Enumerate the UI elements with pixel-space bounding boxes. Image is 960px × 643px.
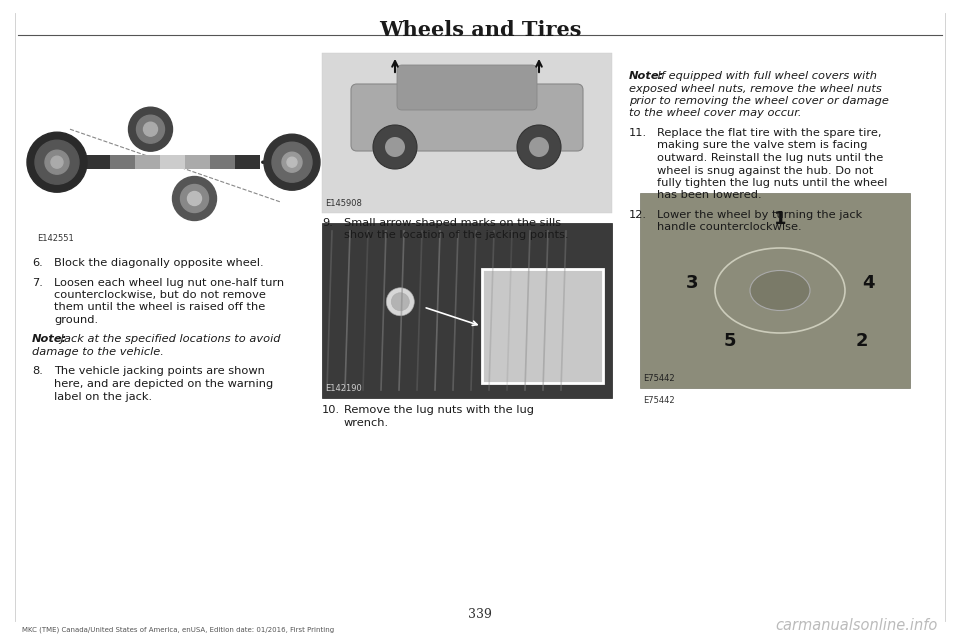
Text: handle counterclockwise.: handle counterclockwise. [657, 222, 802, 233]
Text: here, and are depicted on the warning: here, and are depicted on the warning [54, 379, 274, 389]
Text: Loosen each wheel lug nut one-half turn: Loosen each wheel lug nut one-half turn [54, 278, 284, 287]
Circle shape [517, 125, 561, 169]
Bar [322, 53, 612, 213]
Text: Wheels and Tires: Wheels and Tires [379, 20, 581, 40]
Text: 5: 5 [724, 332, 736, 350]
Text: them until the wheel is raised off the: them until the wheel is raised off the [54, 302, 265, 312]
Text: to the wheel cover may occur.: to the wheel cover may occur. [629, 109, 802, 118]
Text: carmanualsonline.info: carmanualsonline.info [776, 618, 938, 633]
Text: Replace the flat tire with the spare tire,: Replace the flat tire with the spare tir… [657, 128, 881, 138]
Text: 7.: 7. [32, 278, 43, 287]
Text: exposed wheel nuts, remove the wheel nuts: exposed wheel nuts, remove the wheel nut… [629, 84, 881, 93]
Text: label on the jack.: label on the jack. [54, 392, 152, 401]
Text: 12.: 12. [629, 210, 647, 220]
Text: E75442: E75442 [643, 396, 675, 405]
Text: 2: 2 [855, 332, 868, 350]
Circle shape [187, 192, 202, 206]
Circle shape [35, 140, 79, 184]
Circle shape [45, 150, 69, 174]
Text: Block the diagonally opposite wheel.: Block the diagonally opposite wheel. [54, 258, 264, 268]
Bar [640, 193, 910, 388]
Circle shape [180, 185, 208, 212]
Text: prior to removing the wheel cover or damage: prior to removing the wheel cover or dam… [629, 96, 889, 106]
Text: E145908: E145908 [325, 199, 362, 208]
Text: E142551: E142551 [37, 234, 74, 243]
Text: damage to the vehicle.: damage to the vehicle. [32, 347, 164, 357]
Text: If equipped with full wheel covers with: If equipped with full wheel covers with [655, 71, 877, 81]
Circle shape [51, 156, 63, 168]
Bar [160, 155, 185, 169]
Circle shape [173, 176, 217, 221]
Circle shape [129, 107, 173, 151]
Circle shape [27, 132, 87, 192]
Text: 8.: 8. [32, 367, 43, 377]
Text: fully tighten the lug nuts until the wheel: fully tighten the lug nuts until the whe… [657, 178, 887, 188]
Ellipse shape [750, 271, 810, 311]
Text: 9.: 9. [322, 218, 333, 228]
Text: 1: 1 [774, 210, 786, 228]
Text: E142190: E142190 [325, 384, 362, 393]
Bar [185, 155, 210, 169]
FancyBboxPatch shape [397, 65, 537, 110]
Bar [110, 155, 135, 169]
Bar [85, 155, 110, 169]
Text: 6.: 6. [32, 258, 43, 268]
Text: wheel is snug against the hub. Do not: wheel is snug against the hub. Do not [657, 165, 874, 176]
Text: 11.: 11. [629, 128, 647, 138]
Circle shape [373, 125, 417, 169]
Text: E75442: E75442 [643, 374, 675, 383]
Text: Note:: Note: [32, 334, 67, 345]
Text: MKC (TME) Canada/United States of America, enUSA, Edition date: 01/2016, First P: MKC (TME) Canada/United States of Americ… [22, 626, 334, 633]
Circle shape [136, 115, 164, 143]
Text: 3: 3 [685, 273, 698, 291]
Circle shape [392, 293, 409, 311]
Bar [210, 155, 235, 169]
Text: 4: 4 [862, 273, 875, 291]
Circle shape [143, 122, 157, 136]
Text: counterclockwise, but do not remove: counterclockwise, but do not remove [54, 290, 266, 300]
Text: Lower the wheel by turning the jack: Lower the wheel by turning the jack [657, 210, 862, 220]
Circle shape [264, 134, 320, 190]
Text: Jack at the specified locations to avoid: Jack at the specified locations to avoid [58, 334, 281, 345]
Text: Remove the lug nuts with the lug: Remove the lug nuts with the lug [344, 405, 534, 415]
Text: Small arrow-shaped marks on the sills: Small arrow-shaped marks on the sills [344, 218, 562, 228]
Circle shape [529, 137, 549, 157]
Bar [235, 155, 260, 169]
Text: wrench.: wrench. [344, 417, 389, 428]
Circle shape [287, 157, 297, 167]
FancyBboxPatch shape [351, 84, 583, 151]
Bar [135, 155, 160, 169]
Text: ground.: ground. [54, 315, 98, 325]
Text: making sure the valve stem is facing: making sure the valve stem is facing [657, 141, 868, 150]
Text: The vehicle jacking points are shown: The vehicle jacking points are shown [54, 367, 265, 377]
Bar [482, 269, 603, 383]
Circle shape [282, 152, 302, 172]
Text: 10.: 10. [322, 405, 340, 415]
Text: show the location of the jacking points.: show the location of the jacking points. [344, 230, 568, 240]
Circle shape [386, 288, 415, 316]
Circle shape [385, 137, 405, 157]
Circle shape [272, 142, 312, 182]
Text: outward. Reinstall the lug nuts until the: outward. Reinstall the lug nuts until th… [657, 153, 883, 163]
Text: has been lowered.: has been lowered. [657, 190, 761, 201]
Text: 339: 339 [468, 608, 492, 621]
Bar [322, 223, 612, 398]
Text: Note:: Note: [629, 71, 664, 81]
